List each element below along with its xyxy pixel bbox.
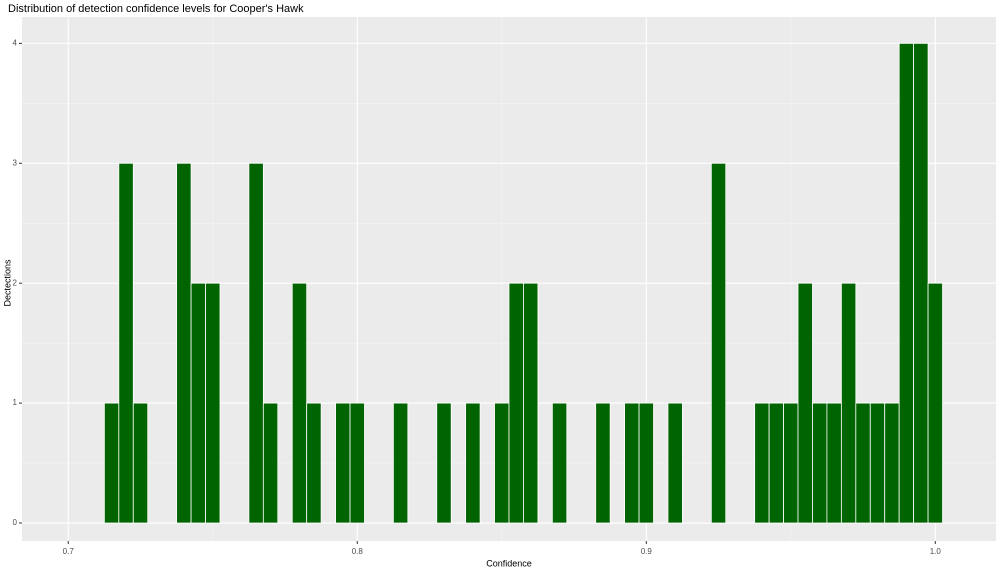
bar [768, 402, 784, 524]
bar [884, 402, 900, 524]
bar [840, 282, 857, 524]
bar [812, 402, 828, 524]
chart-title: Distribution of detection confidence lev… [8, 3, 304, 15]
bar [638, 402, 654, 524]
bar [898, 42, 915, 524]
bar [754, 402, 770, 524]
bar [436, 402, 452, 524]
x-tick-label: 0.7 [63, 547, 75, 556]
y-axis-label: Dectections [2, 259, 12, 307]
bar [508, 282, 524, 524]
bar [667, 402, 683, 524]
bar [248, 162, 264, 524]
bar [392, 402, 409, 524]
x-tick-label: 0.8 [352, 547, 364, 556]
bar [797, 282, 813, 524]
bar [465, 402, 481, 524]
y-tick-label: 3 [13, 158, 18, 167]
bar [176, 162, 192, 524]
bar [262, 402, 279, 524]
y-tick-label: 0 [13, 518, 18, 527]
bar [869, 402, 886, 524]
y-tick-label: 4 [13, 38, 18, 47]
y-tick-label: 2 [13, 278, 18, 287]
bar [551, 402, 568, 524]
bar [927, 282, 943, 524]
x-tick-label: 1.0 [930, 547, 942, 556]
x-axis-label: Confidence [486, 558, 532, 568]
bar [349, 402, 365, 524]
bar [710, 162, 727, 524]
bar [205, 282, 221, 524]
bar [826, 402, 842, 524]
bar [855, 402, 871, 524]
bar [494, 402, 510, 524]
bar [595, 402, 611, 524]
bar [118, 162, 134, 524]
bar [783, 402, 799, 524]
bar [132, 402, 149, 524]
bar [306, 402, 322, 524]
y-tick-label: 1 [13, 398, 18, 407]
bar [103, 402, 120, 524]
bar [624, 402, 640, 524]
bar [523, 282, 539, 524]
bar [291, 282, 308, 524]
bar [913, 42, 929, 524]
bar [335, 402, 351, 524]
bar [190, 282, 206, 524]
x-tick-label: 0.9 [641, 547, 653, 556]
